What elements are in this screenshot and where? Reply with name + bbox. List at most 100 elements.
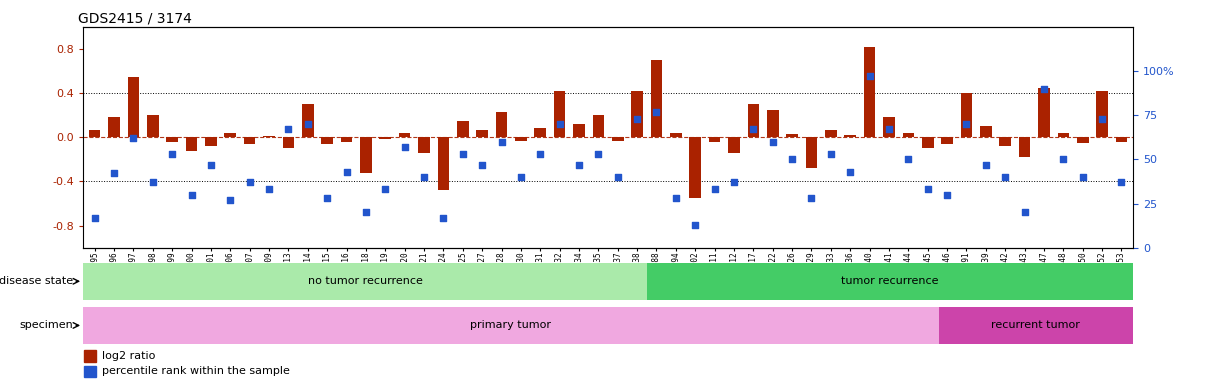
Bar <box>84 350 95 362</box>
Point <box>569 162 589 168</box>
Bar <box>961 93 972 137</box>
Point <box>1054 156 1073 162</box>
Bar <box>360 137 371 173</box>
Bar <box>786 134 797 137</box>
Point <box>1111 179 1131 185</box>
Point <box>530 151 549 157</box>
Bar <box>419 137 430 153</box>
Bar <box>1077 137 1089 143</box>
Bar <box>341 137 353 142</box>
Bar <box>709 137 720 142</box>
Point <box>85 215 105 221</box>
Point <box>1034 86 1054 92</box>
Bar <box>515 137 526 141</box>
Point <box>376 186 396 192</box>
Point <box>317 195 337 201</box>
Point <box>1015 209 1034 215</box>
Bar <box>109 118 120 137</box>
Text: recurrent tumor: recurrent tumor <box>991 320 1081 331</box>
Text: primary tumor: primary tumor <box>470 320 552 331</box>
Bar <box>647 263 1133 300</box>
Bar <box>1038 88 1050 137</box>
Point <box>763 139 783 145</box>
Point <box>143 179 162 185</box>
Point <box>918 186 938 192</box>
Bar <box>573 124 585 137</box>
Point <box>724 179 744 185</box>
Bar <box>147 115 159 137</box>
Text: no tumor recurrence: no tumor recurrence <box>308 276 422 286</box>
Point <box>221 197 241 203</box>
Bar <box>825 129 836 137</box>
Point <box>840 169 860 175</box>
Point <box>414 174 433 180</box>
Point <box>628 116 647 122</box>
Point <box>201 162 221 168</box>
Point <box>337 169 357 175</box>
Bar <box>380 137 391 139</box>
Bar <box>1057 133 1070 137</box>
Point <box>259 186 278 192</box>
Bar <box>670 133 681 137</box>
Bar <box>282 137 294 148</box>
Point <box>394 144 414 150</box>
Point <box>860 73 879 79</box>
Bar <box>83 307 939 344</box>
Bar <box>1116 137 1127 142</box>
Bar <box>225 133 236 137</box>
Bar <box>186 137 198 151</box>
Bar <box>806 137 817 168</box>
Point <box>879 126 899 132</box>
Point <box>298 121 317 127</box>
Bar <box>1000 137 1011 146</box>
Bar <box>89 129 100 137</box>
Point <box>589 151 608 157</box>
Bar <box>127 76 139 137</box>
Point <box>667 195 686 201</box>
Point <box>549 121 569 127</box>
Bar <box>205 137 216 146</box>
Bar <box>321 137 333 144</box>
Point <box>162 151 182 157</box>
Point <box>938 192 957 198</box>
Point <box>995 174 1015 180</box>
Text: percentile rank within the sample: percentile rank within the sample <box>101 366 289 376</box>
Point <box>685 222 705 228</box>
Point <box>647 109 667 115</box>
Bar <box>535 128 546 137</box>
Point <box>433 215 453 221</box>
Bar <box>244 137 255 144</box>
Point <box>957 121 977 127</box>
Bar <box>496 112 507 137</box>
Point <box>492 139 512 145</box>
Bar <box>728 137 740 153</box>
Bar <box>612 137 624 141</box>
Point <box>802 195 822 201</box>
Point <box>976 162 995 168</box>
Point <box>783 156 802 162</box>
Bar <box>922 137 934 148</box>
Text: GDS2415 / 3174: GDS2415 / 3174 <box>78 12 192 26</box>
Bar <box>939 307 1133 344</box>
Text: specimen: specimen <box>20 320 73 331</box>
Text: log2 ratio: log2 ratio <box>101 351 155 361</box>
Bar <box>399 133 410 137</box>
Point <box>899 156 918 162</box>
Point <box>821 151 840 157</box>
Bar <box>690 137 701 198</box>
Bar <box>302 104 314 137</box>
Bar <box>554 91 565 137</box>
Bar <box>83 263 647 300</box>
Point <box>512 174 531 180</box>
Bar <box>264 136 275 137</box>
Point <box>1073 174 1093 180</box>
Point <box>239 179 259 185</box>
Bar <box>941 137 952 144</box>
Point <box>104 170 123 177</box>
Point <box>123 135 143 141</box>
Bar <box>902 133 915 137</box>
Text: disease state: disease state <box>0 276 73 286</box>
Point <box>705 186 724 192</box>
Point <box>608 174 628 180</box>
Bar <box>883 118 895 137</box>
